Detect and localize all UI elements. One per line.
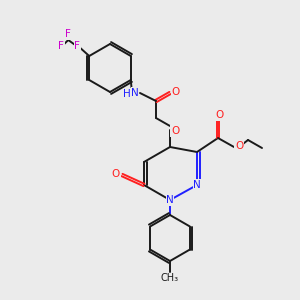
Text: H: H [123, 89, 131, 99]
Text: O: O [172, 87, 180, 97]
Text: CH₃: CH₃ [161, 273, 179, 283]
Text: N: N [166, 195, 174, 205]
Text: F: F [65, 29, 71, 39]
Text: N: N [131, 88, 139, 98]
Text: O: O [171, 126, 179, 136]
Text: F: F [74, 41, 80, 51]
Text: O: O [112, 169, 120, 179]
Text: O: O [215, 110, 223, 120]
Text: O: O [235, 141, 243, 151]
Text: N: N [193, 180, 201, 190]
Text: F: F [58, 41, 64, 51]
